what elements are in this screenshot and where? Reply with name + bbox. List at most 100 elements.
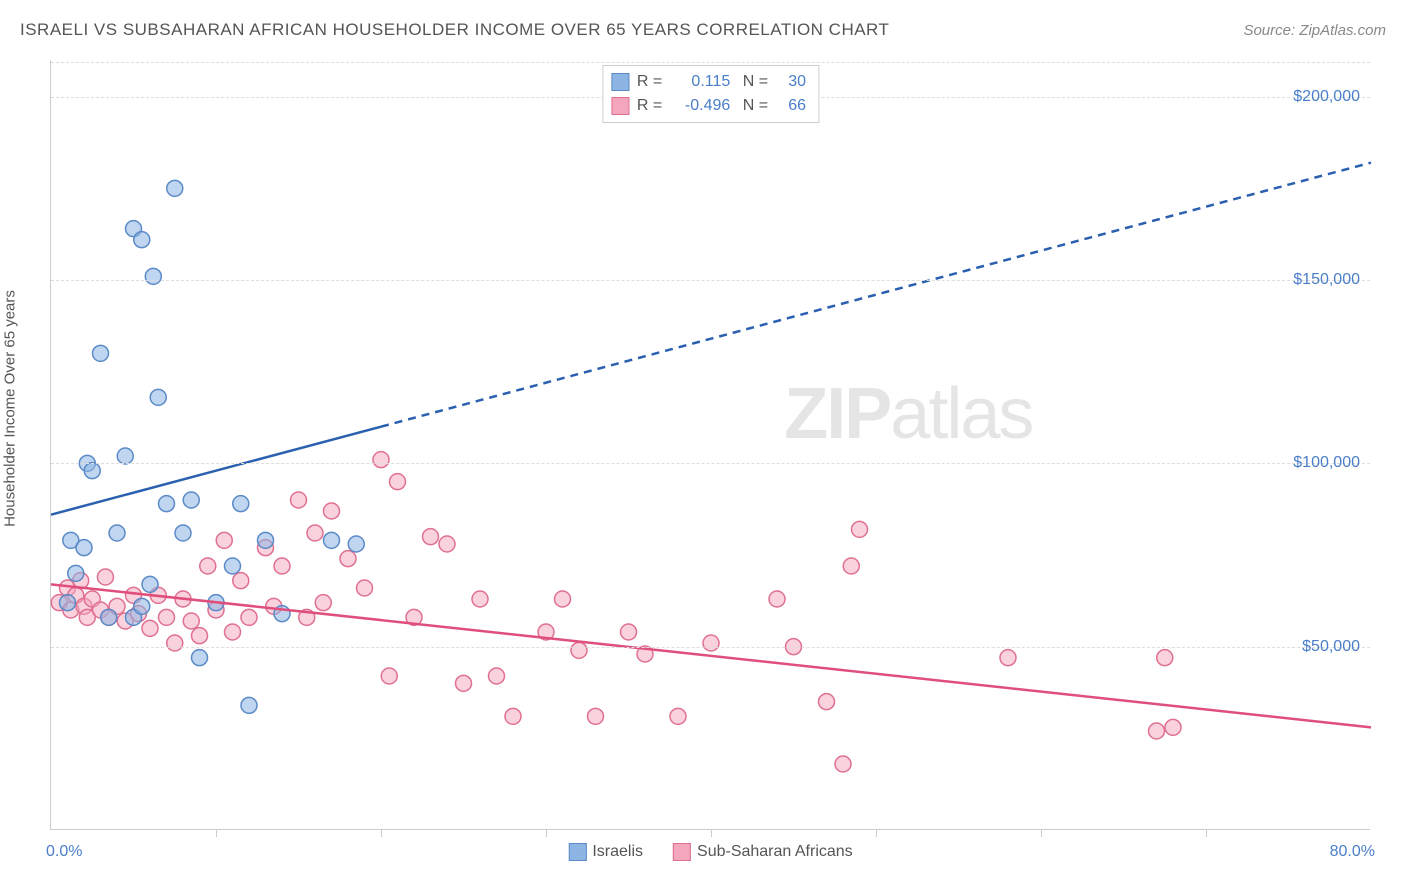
data-point (258, 532, 274, 548)
data-point (843, 558, 859, 574)
x-tick (1206, 829, 1207, 837)
legend-label-subsaharan: Sub-Saharan Africans (697, 843, 853, 861)
data-point (117, 448, 133, 464)
data-point (307, 525, 323, 541)
legend-item-israeli: Israelis (568, 843, 643, 861)
data-point (134, 598, 150, 614)
y-tick-label: $100,000 (1293, 454, 1360, 472)
data-point (225, 558, 241, 574)
data-point (1165, 719, 1181, 735)
data-point (588, 708, 604, 724)
chart-plot-area: ZIPatlas R = 0.115 N = 30 R = -0.496 N =… (50, 60, 1370, 830)
regression-line (381, 163, 1371, 427)
data-point (324, 532, 340, 548)
data-point (472, 591, 488, 607)
y-axis-label: Householder Income Over 65 years (2, 290, 19, 527)
data-point (225, 624, 241, 640)
data-point (145, 268, 161, 284)
gridline (51, 280, 1370, 281)
source-label: Source: ZipAtlas.com (1243, 22, 1386, 39)
y-tick-label: $50,000 (1302, 638, 1360, 656)
x-tick (876, 829, 877, 837)
data-point (348, 536, 364, 552)
gridline (51, 62, 1370, 63)
data-point (769, 591, 785, 607)
x-tick (381, 829, 382, 837)
data-point (489, 668, 505, 684)
x-tick (216, 829, 217, 837)
data-point (183, 613, 199, 629)
data-point (1000, 650, 1016, 666)
x-min-label: 0.0% (46, 843, 82, 861)
legend-swatch-israeli (568, 843, 586, 861)
data-point (142, 576, 158, 592)
stats-row-israeli: R = 0.115 N = 30 (611, 70, 806, 94)
data-point (340, 551, 356, 567)
legend-swatch-subsaharan (673, 843, 691, 861)
data-point (571, 642, 587, 658)
data-point (373, 452, 389, 468)
data-point (150, 389, 166, 405)
y-tick-label: $200,000 (1293, 88, 1360, 106)
data-point (1157, 650, 1173, 666)
data-point (134, 232, 150, 248)
data-point (315, 595, 331, 611)
x-tick (711, 829, 712, 837)
data-point (183, 492, 199, 508)
data-point (819, 694, 835, 710)
data-point (76, 540, 92, 556)
n-value-israeli: 30 (776, 70, 806, 94)
swatch-israeli (611, 73, 629, 91)
x-max-label: 80.0% (1330, 843, 1375, 861)
data-point (456, 675, 472, 691)
data-point (670, 708, 686, 724)
data-point (68, 565, 84, 581)
data-point (423, 529, 439, 545)
x-tick (1041, 829, 1042, 837)
data-point (60, 595, 76, 611)
scatter-plot-svg (51, 60, 1370, 829)
gridline (51, 463, 1370, 464)
legend-item-subsaharan: Sub-Saharan Africans (673, 843, 853, 861)
chart-title: ISRAELI VS SUBSAHARAN AFRICAN HOUSEHOLDE… (20, 20, 889, 39)
data-point (439, 536, 455, 552)
r-value-subsaharan: -0.496 (670, 94, 730, 118)
data-point (142, 620, 158, 636)
data-point (274, 558, 290, 574)
data-point (381, 668, 397, 684)
n-value-subsaharan: 66 (776, 94, 806, 118)
data-point (621, 624, 637, 640)
data-point (84, 463, 100, 479)
x-tick (546, 829, 547, 837)
r-value-israeli: 0.115 (670, 70, 730, 94)
data-point (167, 635, 183, 651)
data-point (159, 609, 175, 625)
stats-row-subsaharan: R = -0.496 N = 66 (611, 94, 806, 118)
data-point (241, 697, 257, 713)
data-point (192, 628, 208, 644)
data-point (216, 532, 232, 548)
data-point (1149, 723, 1165, 739)
data-point (505, 708, 521, 724)
data-point (390, 474, 406, 490)
data-point (192, 650, 208, 666)
data-point (703, 635, 719, 651)
y-tick-label: $150,000 (1293, 271, 1360, 289)
data-point (233, 573, 249, 589)
data-point (175, 525, 191, 541)
data-point (167, 180, 183, 196)
swatch-subsaharan (611, 97, 629, 115)
data-point (241, 609, 257, 625)
bottom-legend: Israelis Sub-Saharan Africans (568, 843, 852, 861)
data-point (159, 496, 175, 512)
data-point (233, 496, 249, 512)
data-point (109, 525, 125, 541)
data-point (291, 492, 307, 508)
data-point (101, 609, 117, 625)
data-point (555, 591, 571, 607)
data-point (200, 558, 216, 574)
data-point (324, 503, 340, 519)
data-point (97, 569, 113, 585)
correlation-stats-box: R = 0.115 N = 30 R = -0.496 N = 66 (602, 65, 819, 123)
legend-label-israeli: Israelis (592, 843, 643, 861)
